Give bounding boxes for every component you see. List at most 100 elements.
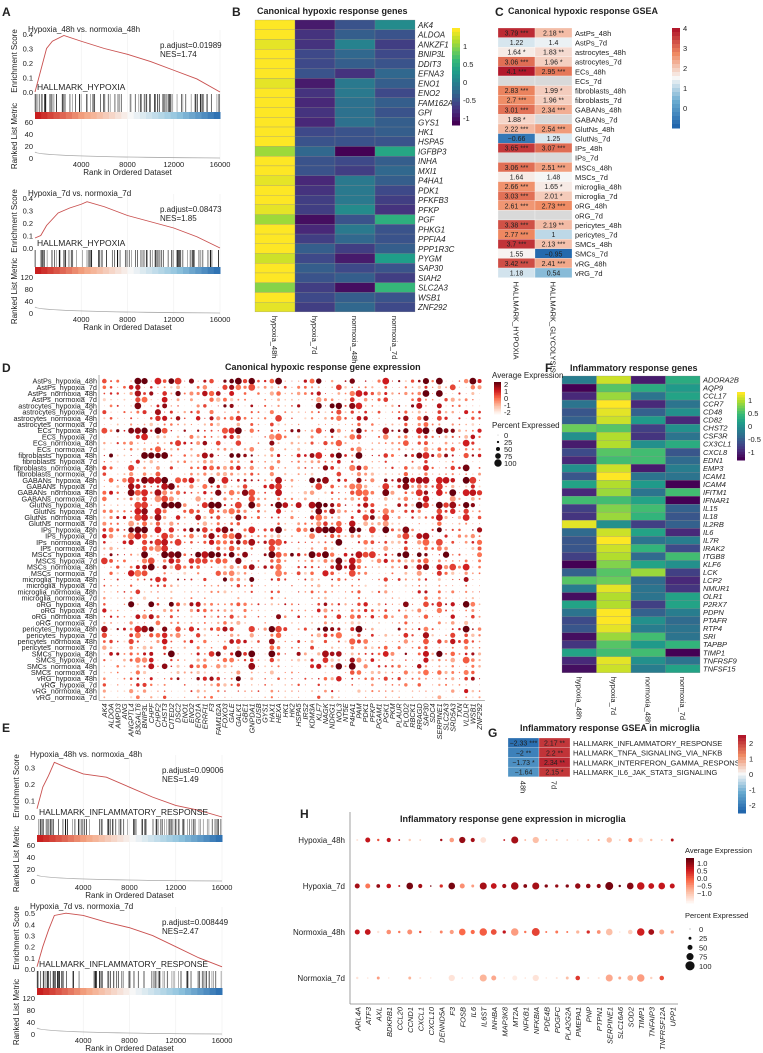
expression-dot: [451, 435, 454, 439]
expression-dot: [424, 665, 428, 668]
expression-dot: [331, 684, 333, 686]
expression-dot: [309, 527, 315, 533]
heatmap-cell: [561, 624, 597, 633]
colorbar-tick-label: 0: [504, 394, 508, 403]
expression-dot: [275, 483, 282, 490]
metric-tick-label: 80: [25, 285, 33, 294]
expression-dot: [229, 391, 235, 396]
row-label: fibroblasts_7d: [575, 96, 622, 105]
expression-dot: [471, 884, 475, 888]
expression-dot: [189, 391, 194, 396]
expression-dot: [134, 402, 142, 410]
heatmap-cell: [254, 243, 296, 254]
heatmap-cell: [665, 560, 701, 569]
expression-dot: [144, 622, 146, 624]
expression-dot: [143, 609, 146, 612]
row-label: IFNAR1: [703, 496, 730, 505]
expression-dot: [425, 523, 427, 525]
expression-dot: [224, 653, 226, 655]
heatmap-cell: [561, 504, 597, 513]
expression-dot: [257, 646, 260, 649]
row-label: PHKG1: [418, 225, 445, 234]
expression-dot: [297, 473, 300, 476]
heatmap-cell: [374, 58, 416, 69]
expression-dot: [318, 548, 320, 549]
expression-dot: [452, 597, 454, 599]
expression-dot: [264, 436, 266, 438]
expression-dot: [363, 664, 368, 669]
expression-dot: [384, 535, 387, 537]
expression-dot: [432, 510, 433, 512]
rank-color-band: [72, 112, 79, 119]
expression-dot: [217, 659, 220, 662]
expression-dot: [264, 479, 267, 482]
expression-dot: [378, 585, 380, 587]
expression-dot: [317, 466, 320, 469]
expression-dot: [163, 522, 166, 525]
colorbar-segment: [686, 877, 694, 880]
rank-color-band: [65, 112, 73, 119]
heatmap-cell: [334, 302, 376, 313]
row-label: pericytes_48h: [575, 221, 622, 230]
expression-dot: [291, 548, 293, 549]
expression-dot: [415, 476, 423, 484]
expression-dot: [317, 602, 321, 606]
expression-dot: [309, 453, 315, 458]
expression-dot: [298, 380, 300, 382]
expression-dot: [476, 527, 483, 533]
expression-dot: [318, 448, 320, 450]
expression-dot: [304, 658, 307, 662]
expression-dot: [403, 565, 408, 570]
expression-dot: [465, 386, 467, 388]
expression-dot: [188, 558, 195, 564]
rank-color-band: [43, 988, 50, 995]
heatmap-cell: [630, 391, 666, 401]
rank-color-band: [201, 112, 209, 119]
expression-dot: [451, 571, 455, 575]
heatmap-cell: [630, 664, 666, 673]
expression-dot: [170, 429, 173, 432]
heatmap-cell: [334, 165, 376, 176]
legend-title: Average Expression: [492, 371, 563, 380]
expression-dot: [344, 603, 347, 606]
expression-dot: [291, 597, 293, 599]
expression-dot: [348, 569, 356, 577]
expression-dot: [167, 483, 175, 490]
expression-dot: [308, 551, 316, 559]
expression-dot: [264, 641, 266, 642]
expression-dot: [304, 473, 306, 475]
expression-dot: [190, 578, 193, 581]
expression-dot: [251, 393, 253, 394]
expression-dot: [638, 837, 644, 843]
expression-dot: [258, 448, 259, 450]
expression-dot: [356, 657, 362, 663]
expression-dot: [270, 479, 273, 482]
heatmap-cell: [334, 49, 376, 60]
expression-dot: [142, 689, 147, 693]
expression-dot: [304, 677, 307, 680]
expression-dot: [445, 424, 447, 425]
row-label: Hypoxia_48h: [298, 836, 345, 845]
expression-dot: [183, 571, 187, 575]
colorbar-tick-label: 1.0: [697, 859, 707, 868]
size-legend-dot: [496, 440, 500, 444]
cell-value-label: 2.22 ***: [505, 126, 529, 133]
expression-dot: [243, 608, 247, 613]
expression-dot: [270, 491, 273, 494]
expression-dot: [184, 634, 186, 636]
expression-dot: [177, 578, 180, 581]
expression-dot: [310, 441, 314, 445]
expression-dot: [391, 411, 394, 413]
expression-dot: [303, 627, 307, 631]
expression-dot: [338, 548, 340, 549]
expression-dot: [618, 839, 621, 841]
colorbar-segment: [737, 394, 745, 398]
gene-label: SERPINE1: [435, 703, 444, 739]
heatmap-cell: [665, 448, 701, 457]
row-label: astrocytes_48h: [575, 48, 626, 57]
expression-dot: [271, 523, 273, 525]
expression-dot: [471, 441, 475, 445]
expression-dot: [208, 501, 215, 509]
expression-dot: [174, 501, 182, 509]
rank-color-band: [49, 988, 56, 995]
